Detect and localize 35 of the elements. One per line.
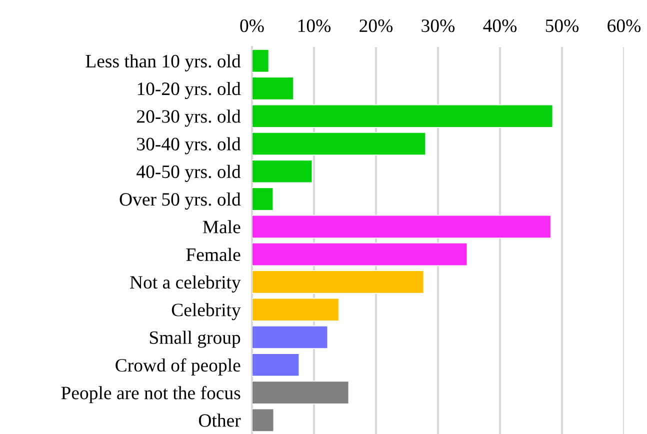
bar [252, 132, 426, 156]
y-tick-label: People are not the focus [61, 386, 240, 404]
y-tick-label: Other [198, 414, 241, 427]
bar [252, 49, 270, 73]
bar [252, 353, 300, 377]
y-tick-label: 40-50 yrs. old [136, 164, 241, 182]
y-tick-label: 10-20 yrs. old [138, 82, 241, 100]
x-tick-label: 50% [546, 19, 579, 32]
x-tick-label: 40% [483, 19, 517, 32]
y-tick-label: Small group [150, 330, 240, 348]
y-tick-label: Not a celebrity [130, 275, 241, 293]
y-tick-label: 30-40 yrs. old [137, 137, 241, 154]
y-tick-label: Celebrity [172, 303, 241, 320]
bar [252, 242, 468, 266]
bar [252, 214, 552, 238]
bar [252, 76, 294, 100]
bar [252, 187, 274, 211]
y-tick-label: Over 50 yrs. old [120, 192, 241, 210]
y-tick-label: Male [202, 220, 240, 234]
x-tick-label: 30% [422, 19, 455, 32]
x-tick-label: 0% [240, 19, 264, 32]
bar [252, 270, 424, 294]
x-tick-label: 60% [608, 19, 641, 32]
y-tick-label: Crowd of people [116, 358, 240, 376]
bar [252, 298, 340, 322]
y-tick-label: 20-30 yrs. old [137, 110, 241, 127]
bar [252, 408, 274, 432]
bar [252, 160, 313, 184]
x-tick-label: 20% [360, 19, 393, 32]
y-tick-label: Female [186, 248, 240, 262]
x-tick-label: 10% [298, 19, 331, 32]
y-tick-label: Less than 10 yrs. old [86, 54, 241, 72]
bar [252, 104, 554, 128]
bar [252, 380, 350, 404]
bar [252, 325, 328, 350]
